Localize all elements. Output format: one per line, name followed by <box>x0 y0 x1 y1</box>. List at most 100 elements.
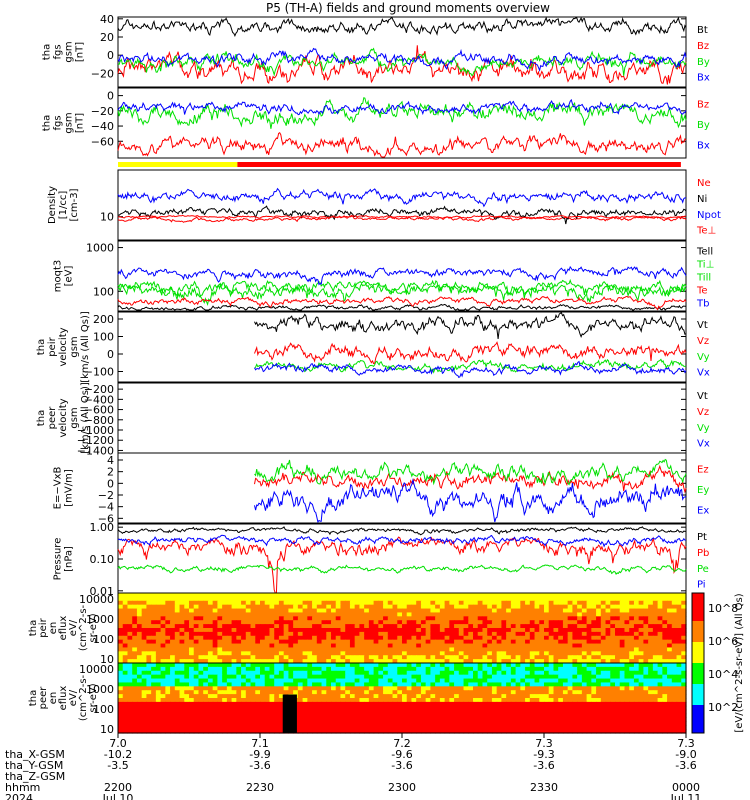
heatmap-cell <box>586 628 592 633</box>
heatmap-cell <box>449 635 455 641</box>
heatmap-cell <box>354 612 360 617</box>
heatmap-cell <box>633 604 640 610</box>
heatmap-cell <box>624 713 630 719</box>
heatmap-cell <box>174 593 181 598</box>
heatmap-cell <box>454 709 460 715</box>
heatmap-cell <box>283 647 289 652</box>
heatmap-cell <box>241 616 247 621</box>
heatmap-cell <box>278 628 285 633</box>
heatmap-cell <box>596 686 602 691</box>
heatmap-cell <box>193 620 200 625</box>
heatmap-cell <box>544 659 550 664</box>
heatmap-cell <box>368 593 375 598</box>
heatmap-cell <box>515 620 521 625</box>
heatmap-cell <box>529 663 536 668</box>
heatmap-cell <box>207 628 214 633</box>
heatmap-cell <box>383 682 389 687</box>
heatmap-cell <box>425 620 431 625</box>
heatmap-cell <box>245 682 252 687</box>
heatmap-cell <box>387 635 394 641</box>
heatmap-cell <box>345 647 351 652</box>
heatmap-cell <box>652 635 659 641</box>
heatmap-cell <box>373 666 379 672</box>
heatmap-cell <box>562 686 569 691</box>
heatmap-cell <box>629 713 635 719</box>
heatmap-cell <box>430 635 436 641</box>
heatmap-cell <box>572 635 578 641</box>
heatmap-cell <box>397 670 403 676</box>
heatmap-cell <box>345 628 351 633</box>
heatmap-cell <box>340 686 346 691</box>
heatmap-cell <box>354 651 360 656</box>
heatmap-cell <box>297 647 304 652</box>
heatmap-cell <box>629 635 635 641</box>
heatmap-cell <box>307 678 313 684</box>
heatmap-cell <box>212 705 218 711</box>
heatmap-cell <box>506 616 512 621</box>
heatmap-cell <box>458 663 465 668</box>
heatmap-cell <box>596 616 602 621</box>
heatmap-cell <box>458 616 465 621</box>
heatmap-cell <box>539 698 545 703</box>
heatmap-cell <box>174 604 181 610</box>
colorbar-step <box>692 726 704 729</box>
heatmap-cell <box>643 624 649 629</box>
colorbar-step <box>692 728 704 732</box>
heatmap-cell <box>179 631 185 637</box>
heatmap-cell <box>515 604 521 610</box>
heatmap-cell <box>146 705 152 711</box>
heatmap-cell <box>212 682 218 687</box>
heatmap-cell <box>473 698 479 703</box>
heatmap-cell <box>288 635 294 641</box>
heatmap-cell <box>411 721 417 726</box>
heatmap-cell <box>525 616 531 621</box>
heatmap-cell <box>392 682 398 687</box>
heatmap-cell <box>411 612 417 617</box>
heatmap-cell <box>562 635 569 641</box>
heatmap-cell <box>605 659 611 664</box>
heatmap-cell <box>226 635 233 641</box>
heatmap-cell <box>558 596 564 602</box>
heatmap-cell <box>624 628 630 633</box>
y-axis-title-line: fgs <box>53 44 64 59</box>
heatmap-cell <box>454 593 460 598</box>
heatmap-cell <box>331 635 337 641</box>
heatmap-cell <box>468 701 474 707</box>
heatmap-cell <box>487 593 493 598</box>
heatmap-cell <box>136 600 143 606</box>
heatmap-cell <box>312 612 318 617</box>
heatmap-cell <box>619 612 626 617</box>
heatmap-cell <box>118 639 124 645</box>
heatmap-cell <box>681 596 687 602</box>
heatmap-cell <box>118 616 124 621</box>
heatmap-cell <box>160 678 166 684</box>
heatmap-cell <box>141 631 147 637</box>
heatmap-cell <box>671 655 678 660</box>
heatmap-cell <box>425 682 431 687</box>
heatmap-cell <box>231 628 237 633</box>
heatmap-cell <box>378 694 384 699</box>
heatmap-cell <box>662 678 668 684</box>
heatmap-cell <box>212 624 218 629</box>
heatmap-cell <box>146 600 152 606</box>
heatmap-cell <box>633 631 640 637</box>
heatmap-cell <box>222 620 228 625</box>
heatmap-cell <box>170 686 176 691</box>
heatmap-cell <box>676 666 682 672</box>
heatmap-cell <box>245 628 252 633</box>
heatmap-cell <box>529 596 536 602</box>
heatmap-cell <box>222 674 228 680</box>
heatmap-cell <box>562 709 569 715</box>
heatmap-cell <box>155 616 162 621</box>
heatmap-cell <box>141 655 147 660</box>
heatmap-cell <box>458 655 465 660</box>
heatmap-cell <box>293 616 299 621</box>
heatmap-cell <box>155 647 162 652</box>
heatmap-cell <box>335 647 342 652</box>
heatmap-cell <box>383 655 389 660</box>
heatmap-cell <box>553 713 559 719</box>
heatmap-cell <box>349 635 356 641</box>
heatmap-cell <box>297 694 304 699</box>
colorbar-step <box>692 660 704 664</box>
heatmap-cell <box>189 620 195 625</box>
